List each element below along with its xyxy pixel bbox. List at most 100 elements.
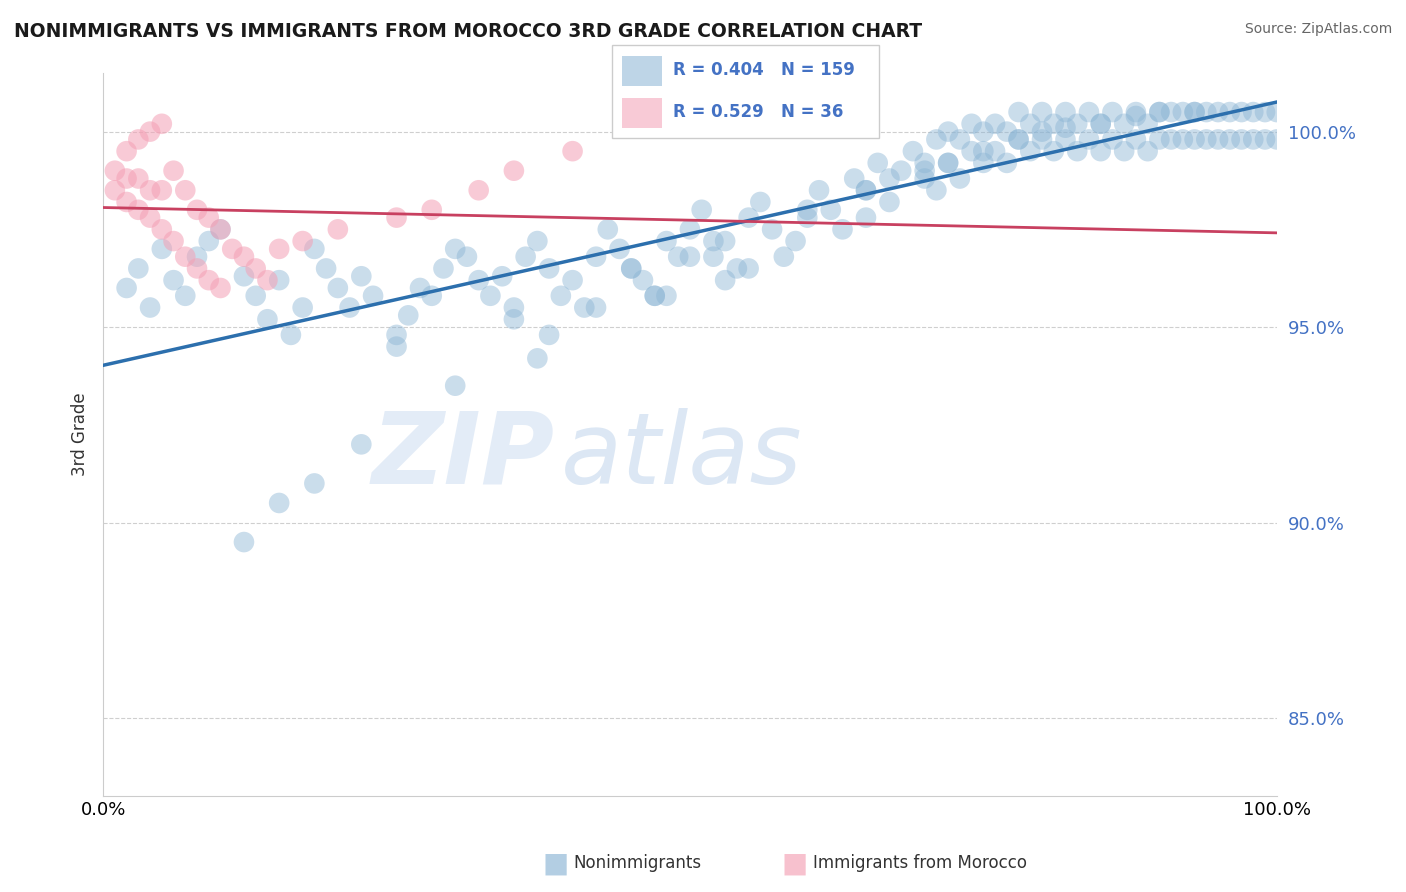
Point [104, 183, 127, 197]
Point [104, 163, 127, 178]
Y-axis label: 3rd Grade: 3rd Grade [72, 392, 89, 476]
Point [1241, 132, 1264, 146]
Point [820, 202, 842, 217]
Point [749, 194, 772, 209]
Point [949, 171, 972, 186]
Point [1241, 105, 1264, 120]
Point [855, 183, 877, 197]
Point [855, 211, 877, 225]
Point [245, 289, 267, 303]
Point [1160, 132, 1182, 146]
Point [596, 222, 619, 236]
Point [444, 378, 467, 392]
Point [502, 301, 524, 315]
Point [1114, 144, 1136, 158]
Point [1066, 144, 1088, 158]
FancyBboxPatch shape [612, 45, 879, 138]
Point [162, 234, 184, 248]
Point [256, 273, 278, 287]
Point [197, 234, 219, 248]
Point [221, 242, 243, 256]
Point [326, 281, 349, 295]
Point [914, 171, 936, 186]
Point [291, 301, 314, 315]
Point [644, 289, 666, 303]
Text: NONIMMIGRANTS VS IMMIGRANTS FROM MOROCCO 3RD GRADE CORRELATION CHART: NONIMMIGRANTS VS IMMIGRANTS FROM MOROCCO… [14, 22, 922, 41]
Point [984, 144, 1007, 158]
Point [326, 222, 349, 236]
Point [1254, 132, 1277, 146]
Point [1136, 144, 1159, 158]
Point [702, 234, 724, 248]
Point [233, 250, 256, 264]
Point [914, 156, 936, 170]
Point [209, 281, 232, 295]
Point [772, 250, 794, 264]
Point [526, 351, 548, 366]
Point [1171, 132, 1194, 146]
Point [714, 273, 737, 287]
Point [925, 132, 948, 146]
Point [1078, 132, 1101, 146]
Point [1019, 144, 1042, 158]
Point [995, 156, 1018, 170]
Point [550, 289, 572, 303]
Point [620, 261, 643, 276]
Point [785, 234, 807, 248]
Point [115, 144, 138, 158]
Point [174, 183, 197, 197]
Point [1149, 132, 1171, 146]
Point [702, 250, 724, 264]
Point [1265, 132, 1288, 146]
Text: ZIP: ZIP [373, 408, 555, 505]
Point [890, 163, 912, 178]
Point [1184, 132, 1206, 146]
Point [914, 163, 936, 178]
Point [139, 301, 162, 315]
Point [456, 250, 478, 264]
Point [209, 222, 232, 236]
Point [1230, 105, 1253, 120]
Point [960, 117, 983, 131]
Point [666, 250, 689, 264]
Point [150, 242, 173, 256]
Point [186, 261, 208, 276]
Point [844, 171, 866, 186]
FancyBboxPatch shape [623, 98, 662, 128]
Point [115, 171, 138, 186]
Point [1007, 132, 1029, 146]
Point [1195, 105, 1218, 120]
Point [1265, 105, 1288, 120]
Point [385, 340, 408, 354]
Point [350, 437, 373, 451]
Point [725, 261, 748, 276]
Point [1184, 105, 1206, 120]
Point [1149, 105, 1171, 120]
Point [585, 301, 607, 315]
Point [538, 261, 561, 276]
Point [1206, 105, 1229, 120]
Point [620, 261, 643, 276]
Point [209, 222, 232, 236]
Point [679, 222, 702, 236]
Point [432, 261, 454, 276]
Point [491, 269, 513, 284]
Point [655, 234, 678, 248]
Text: ■: ■ [543, 849, 568, 878]
Point [972, 156, 994, 170]
Text: R = 0.529   N = 36: R = 0.529 N = 36 [673, 103, 844, 121]
Point [831, 222, 853, 236]
Point [1184, 105, 1206, 120]
Point [1007, 105, 1029, 120]
Point [256, 312, 278, 326]
Point [972, 125, 994, 139]
Point [162, 163, 184, 178]
Text: Source: ZipAtlas.com: Source: ZipAtlas.com [1244, 22, 1392, 37]
Point [1101, 132, 1123, 146]
Point [409, 281, 432, 295]
Point [796, 202, 818, 217]
Point [150, 183, 173, 197]
Point [385, 211, 408, 225]
Point [561, 144, 583, 158]
Point [502, 312, 524, 326]
